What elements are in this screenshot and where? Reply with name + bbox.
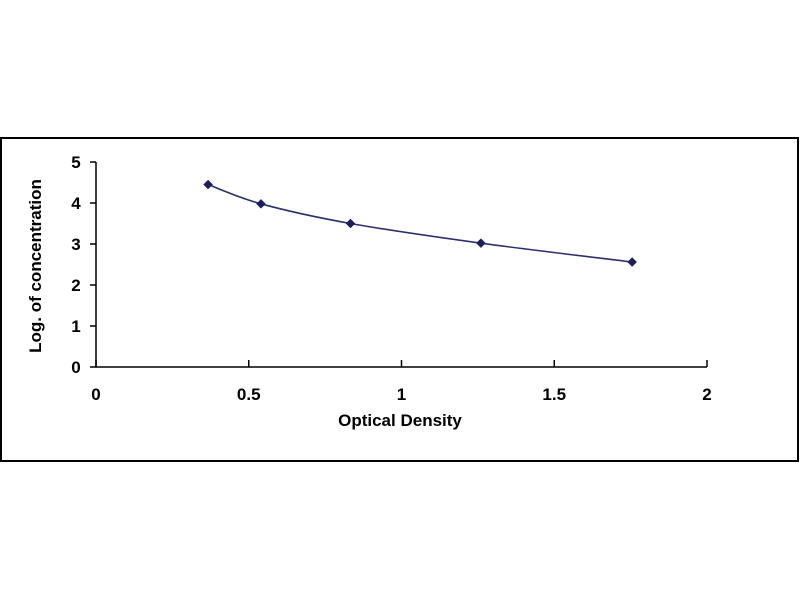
y-tick-label: 4: [71, 194, 81, 213]
data-point-diamond: [345, 218, 356, 229]
data-point-diamond: [256, 198, 266, 209]
data-point-diamond: [627, 257, 638, 267]
x-tick-label: 1.5: [542, 385, 566, 404]
x-tick-label: 2: [702, 385, 711, 404]
x-tick-label: 1: [397, 385, 406, 404]
y-tick-label: 0: [71, 358, 80, 377]
x-axis-title: Optical Density: [338, 411, 462, 430]
chart-frame: [0, 137, 799, 462]
y-ticks: 0 1 2 3 4 5: [71, 153, 96, 377]
y-tick-label: 2: [71, 276, 80, 295]
trendline: [207, 183, 633, 263]
x-tick-label: 0.5: [237, 385, 261, 404]
data-point-diamond: [203, 179, 213, 190]
y-tick-label: 3: [71, 235, 80, 254]
x-ticks: 0 0.5 1 1.5 2: [91, 360, 712, 404]
y-axis-title: Log. of concentration: [26, 179, 45, 353]
x-tick-label: 0: [91, 385, 100, 404]
y-tick-label: 1: [71, 317, 80, 336]
y-tick-label: 5: [71, 153, 80, 172]
data-point-diamond: [476, 238, 486, 249]
data-points: [203, 179, 638, 267]
